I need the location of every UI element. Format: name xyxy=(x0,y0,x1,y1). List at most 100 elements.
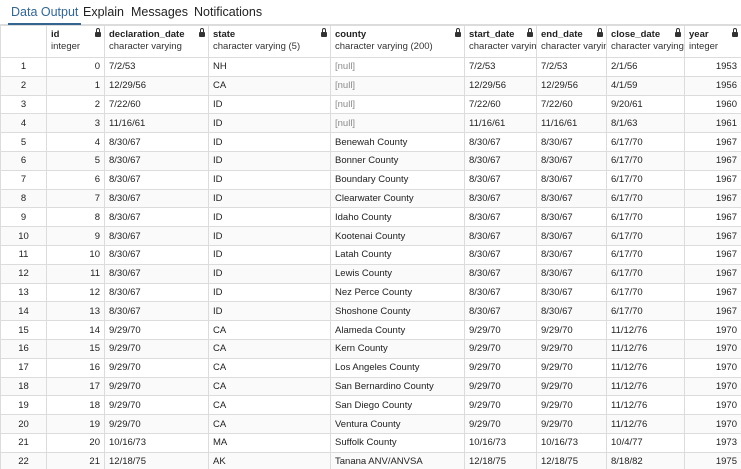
cell-start-date[interactable]: 9/29/70 xyxy=(464,338,537,359)
cell-county[interactable]: Benewah County xyxy=(330,132,465,152)
column-header-id[interactable]: id integer xyxy=(46,25,105,58)
cell-year[interactable]: 1967 xyxy=(684,263,741,284)
cell-declaration-date[interactable]: 7/2/53 xyxy=(104,57,209,77)
cell-year[interactable]: 1970 xyxy=(684,357,741,378)
cell-declaration-date[interactable]: 8/30/67 xyxy=(104,244,209,265)
cell-end-date[interactable]: 12/18/75 xyxy=(536,451,607,469)
cell-close-date[interactable]: 11/12/76 xyxy=(606,357,685,378)
cell-close-date[interactable]: 11/12/76 xyxy=(606,414,685,434)
cell-id[interactable]: 11 xyxy=(46,263,105,284)
cell-close-date[interactable]: 11/12/76 xyxy=(606,395,685,416)
cell-year[interactable]: 1973 xyxy=(684,432,741,453)
column-header-year[interactable]: year integer xyxy=(684,25,741,58)
cell-year[interactable]: 1960 xyxy=(684,94,741,115)
cell-close-date[interactable]: 6/17/70 xyxy=(606,263,685,284)
table-row[interactable]: 16 15 9/29/70 CA Kern County 9/29/70 9/29/70 11… xyxy=(0,338,741,359)
cell-state[interactable]: MA xyxy=(208,432,331,453)
table-row[interactable]: 19 18 9/29/70 CA San Diego County 9/29/70 9/29… xyxy=(0,395,741,416)
cell-end-date[interactable]: 9/29/70 xyxy=(536,320,607,340)
table-row[interactable]: 17 16 9/29/70 CA Los Angeles County 9/29/70 9/… xyxy=(0,357,741,378)
cell-id[interactable]: 6 xyxy=(46,169,105,190)
cell-start-date[interactable]: 8/30/67 xyxy=(464,282,537,303)
cell-close-date[interactable]: 6/17/70 xyxy=(606,132,685,152)
cell-county[interactable]: Latah County xyxy=(330,244,465,265)
row-number[interactable]: 11 xyxy=(0,244,47,265)
cell-year[interactable]: 1970 xyxy=(684,338,741,359)
cell-state[interactable]: ID xyxy=(208,207,331,228)
table-row[interactable]: 2 1 12/29/56 CA [null] 12/29/56 12/29/56 4/1/59… xyxy=(0,75,741,96)
cell-county[interactable]: [null] xyxy=(330,113,465,134)
cell-state[interactable]: ID xyxy=(208,113,331,134)
cell-end-date[interactable]: 9/29/70 xyxy=(536,395,607,416)
cell-id[interactable]: 9 xyxy=(46,226,105,246)
cell-declaration-date[interactable]: 8/30/67 xyxy=(104,263,209,284)
cell-year[interactable]: 1970 xyxy=(684,414,741,434)
cell-declaration-date[interactable]: 8/30/67 xyxy=(104,132,209,152)
cell-year[interactable]: 1967 xyxy=(684,169,741,190)
row-number[interactable]: 1 xyxy=(0,57,47,77)
cell-start-date[interactable]: 8/30/67 xyxy=(464,132,537,152)
row-number[interactable]: 8 xyxy=(0,188,47,209)
cell-end-date[interactable]: 12/29/56 xyxy=(536,75,607,96)
cell-state[interactable]: ID xyxy=(208,263,331,284)
cell-state[interactable]: CA xyxy=(208,320,331,340)
cell-start-date[interactable]: 8/30/67 xyxy=(464,244,537,265)
cell-state[interactable]: CA xyxy=(208,376,331,397)
cell-end-date[interactable]: 11/16/61 xyxy=(536,113,607,134)
cell-end-date[interactable]: 9/29/70 xyxy=(536,357,607,378)
table-row[interactable]: 3 2 7/22/60 ID [null] 7/22/60 7/22/60 9/20/61 19… xyxy=(0,94,741,115)
cell-end-date[interactable]: 9/29/70 xyxy=(536,414,607,434)
cell-state[interactable]: ID xyxy=(208,244,331,265)
cell-close-date[interactable]: 6/17/70 xyxy=(606,282,685,303)
cell-state[interactable]: ID xyxy=(208,188,331,209)
cell-id[interactable]: 17 xyxy=(46,376,105,397)
table-row[interactable]: 5 4 8/30/67 ID Benewah County 8/30/67 8/30/67 6… xyxy=(0,132,741,152)
cell-end-date[interactable]: 8/30/67 xyxy=(536,188,607,209)
tab-messages[interactable]: Messages xyxy=(131,5,188,19)
row-number[interactable]: 9 xyxy=(0,207,47,228)
cell-year[interactable]: 1967 xyxy=(684,244,741,265)
table-row[interactable]: 11 10 8/30/67 ID Latah County 8/30/67 8/30/67 6… xyxy=(0,244,741,265)
table-row[interactable]: 14 13 8/30/67 ID Shoshone County 8/30/67 8/30/… xyxy=(0,301,741,322)
cell-start-date[interactable]: 8/30/67 xyxy=(464,207,537,228)
cell-declaration-date[interactable]: 8/30/67 xyxy=(104,226,209,246)
cell-year[interactable]: 1967 xyxy=(684,207,741,228)
row-number[interactable]: 13 xyxy=(0,282,47,303)
cell-start-date[interactable]: 9/29/70 xyxy=(464,357,537,378)
cell-id[interactable]: 10 xyxy=(46,244,105,265)
cell-close-date[interactable]: 11/12/76 xyxy=(606,376,685,397)
cell-year[interactable]: 1970 xyxy=(684,395,741,416)
cell-year[interactable]: 1956 xyxy=(684,75,741,96)
cell-start-date[interactable]: 8/30/67 xyxy=(464,226,537,246)
cell-state[interactable]: ID xyxy=(208,282,331,303)
cell-county[interactable]: Boundary County xyxy=(330,169,465,190)
cell-close-date[interactable]: 9/20/61 xyxy=(606,94,685,115)
cell-declaration-date[interactable]: 8/30/67 xyxy=(104,150,209,171)
cell-id[interactable]: 3 xyxy=(46,113,105,134)
cell-close-date[interactable]: 8/18/82 xyxy=(606,451,685,469)
cell-id[interactable]: 14 xyxy=(46,320,105,340)
cell-start-date[interactable]: 10/16/73 xyxy=(464,432,537,453)
column-header-start-date[interactable]: start_date character varying xyxy=(464,25,537,58)
cell-county[interactable]: [null] xyxy=(330,57,465,77)
cell-state[interactable]: CA xyxy=(208,75,331,96)
cell-county[interactable]: Los Angeles County xyxy=(330,357,465,378)
cell-county[interactable]: Suffolk County xyxy=(330,432,465,453)
cell-declaration-date[interactable]: 9/29/70 xyxy=(104,320,209,340)
row-number[interactable]: 19 xyxy=(0,395,47,416)
cell-start-date[interactable]: 11/16/61 xyxy=(464,113,537,134)
cell-year[interactable]: 1961 xyxy=(684,113,741,134)
cell-start-date[interactable]: 12/29/56 xyxy=(464,75,537,96)
cell-county[interactable]: San Diego County xyxy=(330,395,465,416)
cell-close-date[interactable]: 2/1/56 xyxy=(606,57,685,77)
cell-start-date[interactable]: 9/29/70 xyxy=(464,376,537,397)
cell-state[interactable]: CA xyxy=(208,395,331,416)
table-row[interactable]: 6 5 8/30/67 ID Bonner County 8/30/67 8/30/67 6/… xyxy=(0,150,741,171)
row-number[interactable]: 3 xyxy=(0,94,47,115)
cell-declaration-date[interactable]: 9/29/70 xyxy=(104,338,209,359)
cell-county[interactable]: San Bernardino County xyxy=(330,376,465,397)
cell-county[interactable]: Lewis County xyxy=(330,263,465,284)
cell-id[interactable]: 1 xyxy=(46,75,105,96)
cell-close-date[interactable]: 8/1/63 xyxy=(606,113,685,134)
cell-end-date[interactable]: 8/30/67 xyxy=(536,226,607,246)
